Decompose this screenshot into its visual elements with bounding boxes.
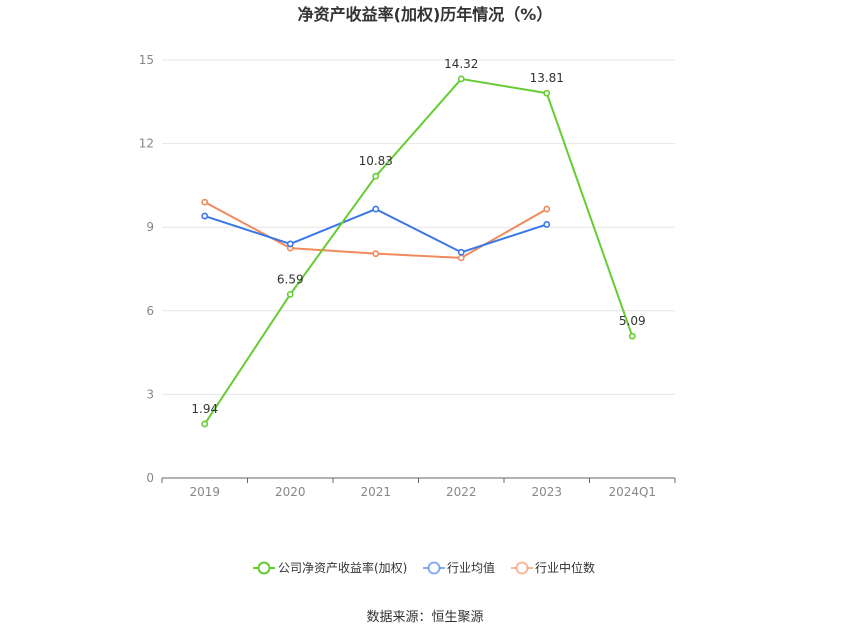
series-point-1[interactable] xyxy=(543,221,551,228)
grid-lines xyxy=(162,59,675,395)
series-point-2[interactable] xyxy=(457,254,465,262)
series-point-1[interactable] xyxy=(286,240,294,248)
x-tick-label: 2021 xyxy=(360,485,391,499)
y-tick-label: 0 xyxy=(146,471,154,485)
data-label: 6.59 xyxy=(277,272,304,286)
legend-item-0[interactable]: 公司净资产收益率(加权) xyxy=(278,560,407,575)
series-point-0[interactable] xyxy=(201,420,209,428)
y-tick-label: 12 xyxy=(139,137,154,151)
series-line-0 xyxy=(203,77,634,425)
chart-title: 净资产收益率(加权)历年情况（%） xyxy=(298,5,553,24)
legend: 公司净资产收益率(加权) 行业均值 行业中位数 xyxy=(253,560,595,575)
data-label: 5.09 xyxy=(619,314,646,328)
series-point-1[interactable] xyxy=(372,205,380,213)
legend-swatch-marker xyxy=(427,561,441,575)
x-tick-label: 2020 xyxy=(275,485,306,499)
series-point-0[interactable] xyxy=(286,290,294,298)
series-point-2[interactable] xyxy=(372,250,380,258)
data-label: 10.83 xyxy=(359,154,393,168)
x-axis: 2019 2020 2021 2022 2023 2024Q1 xyxy=(161,477,676,499)
series-point-1[interactable] xyxy=(201,212,209,220)
data-label: 1.94 xyxy=(191,402,218,416)
x-tick-label: 2019 xyxy=(189,485,220,499)
y-tick-label: 6 xyxy=(146,304,154,318)
x-tick-label: 2022 xyxy=(446,485,477,499)
series-layer: 1.94 6.59 10.83 14.32 13.81 5.09 xyxy=(191,57,646,428)
series-point-0[interactable] xyxy=(628,332,636,340)
series-point-1[interactable] xyxy=(457,248,465,256)
legend-swatch-marker xyxy=(515,561,529,575)
series-point-0[interactable] xyxy=(372,172,380,180)
legend-item-1[interactable]: 行业均值 xyxy=(447,560,495,575)
source-text: 数据来源：恒生聚源 xyxy=(366,610,483,625)
x-tick-label: 2023 xyxy=(531,485,562,499)
legend-item-2[interactable]: 行业中位数 xyxy=(535,560,595,575)
y-tick-label: 15 xyxy=(139,53,154,67)
y-tick-label: 9 xyxy=(146,220,154,234)
y-tick-label: 3 xyxy=(146,387,154,401)
y-axis: 0 3 6 9 12 15 xyxy=(139,53,154,485)
data-label: 14.32 xyxy=(444,57,478,71)
series-point-0[interactable] xyxy=(457,75,465,83)
series-point-2[interactable] xyxy=(201,198,209,206)
series-point-0[interactable] xyxy=(543,89,551,97)
data-label: 13.81 xyxy=(530,71,564,85)
series-point-2[interactable] xyxy=(543,205,551,213)
legend-swatch-marker xyxy=(257,561,271,575)
x-tick-label: 2024Q1 xyxy=(608,485,656,499)
